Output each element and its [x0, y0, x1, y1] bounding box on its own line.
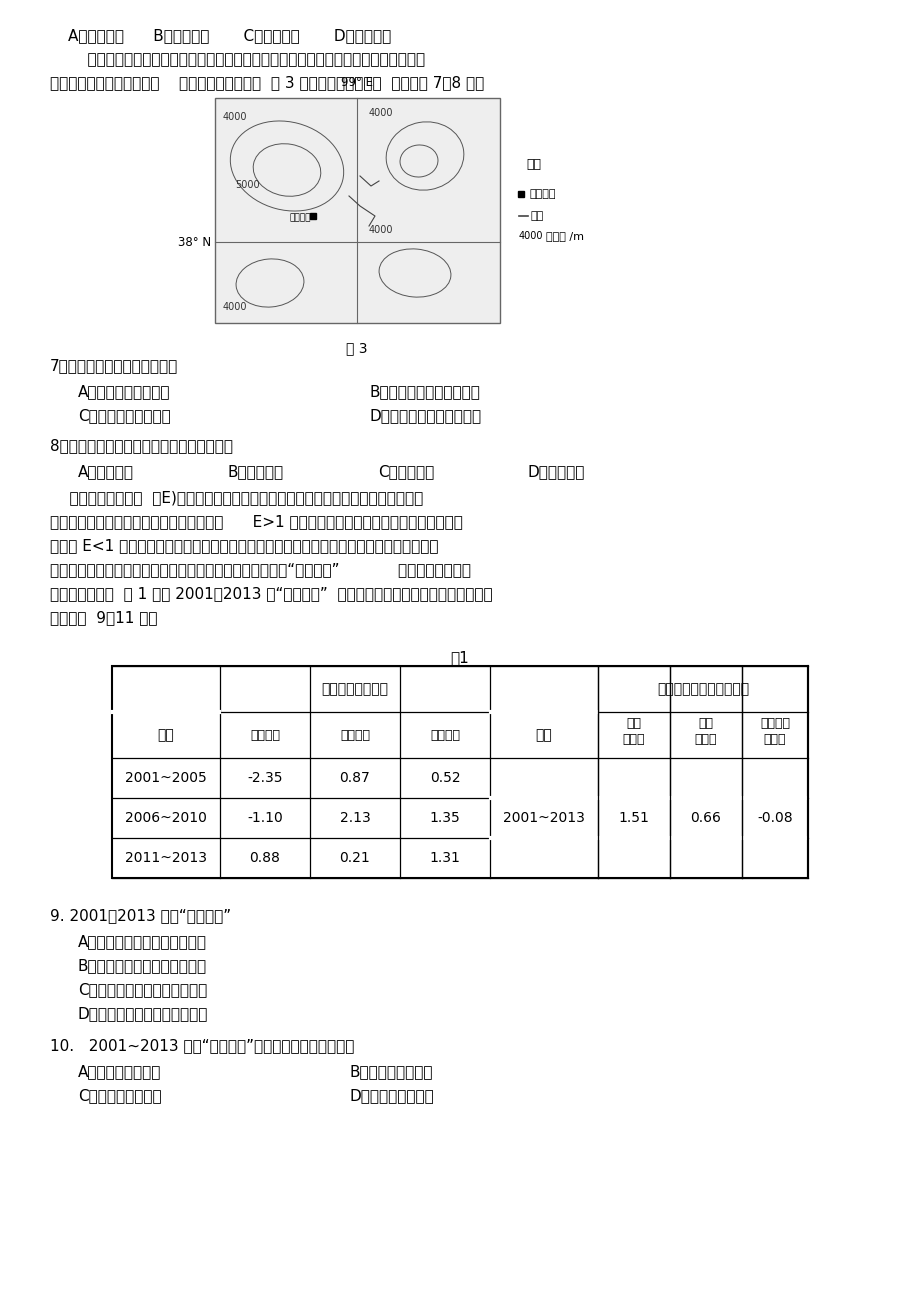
Text: 0.88: 0.88 — [249, 851, 280, 865]
Text: D．氧气缺乏: D．氧气缺乏 — [528, 464, 584, 480]
Text: 4000: 4000 — [369, 108, 393, 119]
Text: C．河流年径流量增加: C．河流年径流量增加 — [78, 408, 171, 423]
Text: 1.51: 1.51 — [618, 810, 649, 825]
Text: 4000: 4000 — [222, 302, 247, 311]
Text: C．第三产业超前发展趋势波动: C．第三产业超前发展趋势波动 — [78, 982, 207, 997]
Text: 2006~2010: 2006~2010 — [125, 810, 207, 825]
Text: 1.31: 1.31 — [429, 851, 460, 865]
Text: 度，可用来测定某产业结构的变动方向。当      E>1 时，表示产业超前发展，所占比重呢上升趋: 度，可用来测定某产业结构的变动方向。当 E>1 时，表示产业超前发展，所占比重呢… — [50, 513, 462, 529]
Text: 济欠发达地区。  表 1 示意 2001～2013 年“粤东西北”  产业结构和制造业行业结构超前系数。: 济欠发达地区。 表 1 示意 2001～2013 年“粤东西北” 产业结构和制造… — [50, 586, 492, 601]
Text: 第一产业: 第一产业 — [250, 728, 279, 741]
Text: 5000: 5000 — [234, 180, 259, 190]
Text: 10.   2001~2013 年，“粤东西北”制造业发展的主要方向是: 10. 2001~2013 年，“粤东西北”制造业发展的主要方向是 — [50, 1038, 354, 1053]
Text: 据此完成  9－11 题。: 据此完成 9－11 题。 — [50, 610, 157, 625]
Text: 制造业行业结构超前系数: 制造业行业结构超前系数 — [656, 681, 748, 696]
Text: -0.08: -0.08 — [756, 810, 792, 825]
Text: 区是广东省除珠江三角洲以外的其他地区，习惯上被合称为“粤东西北”            ，属于广东省内经: 区是广东省除珠江三角洲以外的其他地区，习惯上被合称为“粤东西北” ，属于广东省内… — [50, 562, 471, 577]
Text: 7．木里煤田露天开采导致当地: 7．木里煤田露天开采导致当地 — [50, 358, 178, 373]
Text: 时间: 时间 — [157, 728, 175, 741]
Text: 木里煤田: 木里煤田 — [529, 189, 556, 199]
Text: 1.35: 1.35 — [429, 810, 460, 825]
Text: 表1: 表1 — [450, 650, 469, 665]
Text: 2001~2005: 2001~2005 — [125, 771, 207, 784]
Text: B．第二产业超前发展趋势稳定: B．第二产业超前发展趋势稳定 — [78, 958, 207, 973]
Text: 2.13: 2.13 — [339, 810, 370, 825]
Text: 2011~2013: 2011~2013 — [125, 851, 207, 865]
Text: 38° N: 38° N — [177, 236, 210, 249]
Text: 木里煤田紧邻祁连山自然保护区，由于大面积露天采煤，当地绿色的高山草甸变成了: 木里煤田紧邻祁连山自然保护区，由于大面积露天采煤，当地绿色的高山草甸变成了 — [68, 52, 425, 66]
Text: 河流: 河流 — [530, 211, 544, 222]
Text: C．气候恶劣: C．气候恶劣 — [378, 464, 434, 480]
Text: A．第一产业滞后发展趋势减缓: A．第一产业滞后发展趋势减缓 — [78, 934, 207, 949]
Text: D．劳动密集型行业: D．劳动密集型行业 — [349, 1088, 435, 1104]
Text: 等高线 /m: 等高线 /m — [545, 231, 584, 241]
Text: 图 3: 图 3 — [346, 341, 368, 354]
Text: 资金技术
密集型: 资金技术 密集型 — [759, 717, 789, 745]
Text: 时间: 时间 — [535, 728, 551, 741]
Text: 2001~2013: 2001~2013 — [503, 810, 584, 825]
Text: A．冰川面积快速血缩: A．冰川面积快速血缩 — [78, 384, 170, 399]
Text: 4000: 4000 — [369, 225, 393, 235]
Text: 0.21: 0.21 — [339, 851, 370, 865]
Text: 资源
密集型: 资源 密集型 — [694, 717, 717, 745]
Text: 99° E: 99° E — [341, 76, 372, 89]
Text: 产业结构超前系数: 产业结构超前系数 — [321, 681, 388, 696]
Text: 图例: 图例 — [526, 158, 540, 171]
Text: B．地表涵养水源功能减弱: B．地表涵养水源功能减弱 — [369, 384, 481, 399]
Text: C．资金密集型行业: C．资金密集型行业 — [78, 1088, 162, 1104]
Text: 4000: 4000 — [222, 112, 247, 122]
Text: 劳动
密集型: 劳动 密集型 — [622, 717, 644, 745]
Text: -2.35: -2.35 — [247, 771, 282, 784]
Text: A．干旱气候      B．强沙尘暴       C．石油污染       D．全球变暖: A．干旱气候 B．强沙尘暴 C．石油污染 D．全球变暖 — [68, 27, 391, 43]
Text: B．资源密集型行业: B．资源密集型行业 — [349, 1065, 433, 1079]
Text: 木里煤田: 木里煤田 — [289, 214, 311, 223]
Text: 0.52: 0.52 — [429, 771, 460, 784]
Text: 4000: 4000 — [518, 231, 543, 241]
Bar — [215, 98, 499, 323]
Text: 0.87: 0.87 — [339, 771, 370, 784]
Text: 8．木里煤田生态环境修复困难，是由于当地: 8．木里煤田生态环境修复困难，是由于当地 — [50, 438, 233, 453]
Text: 产业结构超前系数  （E)是指某一产业增长相对于整个产业经济系统增长趋势的超前程: 产业结构超前系数 （E)是指某一产业增长相对于整个产业经济系统增长趋势的超前程 — [50, 490, 423, 506]
Text: 0.66: 0.66 — [690, 810, 720, 825]
Text: 第三产业: 第三产业 — [429, 728, 460, 741]
Text: D．地区三大产业发展趋势相同: D．地区三大产业发展趋势相同 — [78, 1006, 208, 1022]
Text: 9. 2001～2013 年，“粤东西北”: 9. 2001～2013 年，“粤东西北” — [50, 908, 231, 923]
Text: -1.10: -1.10 — [247, 810, 282, 825]
Text: 大片黑色和灰白色的深坑，    生态环境修复困难。  图 3 示意木里煤田位置。  据此完成 7～8 题。: 大片黑色和灰白色的深坑， 生态环境修复困难。 图 3 示意木里煤田位置。 据此完… — [50, 76, 483, 90]
Bar — [112, 666, 807, 878]
Text: 势；当 E<1 时，则表示产业相对滞后发展，所占比重呢下降趋势。粤东、粤西地区和粤北山: 势；当 E<1 时，则表示产业相对滞后发展，所占比重呢下降趋势。粤东、粤西地区和… — [50, 538, 438, 552]
Text: 第二产业: 第二产业 — [340, 728, 369, 741]
Text: B．交通不便: B．交通不便 — [228, 464, 284, 480]
Text: A．技术密集型行业: A．技术密集型行业 — [78, 1065, 161, 1079]
Text: D．草甸生态系统趋于复杂: D．草甸生态系统趋于复杂 — [369, 408, 482, 423]
Text: A．资金不足: A．资金不足 — [78, 464, 134, 480]
